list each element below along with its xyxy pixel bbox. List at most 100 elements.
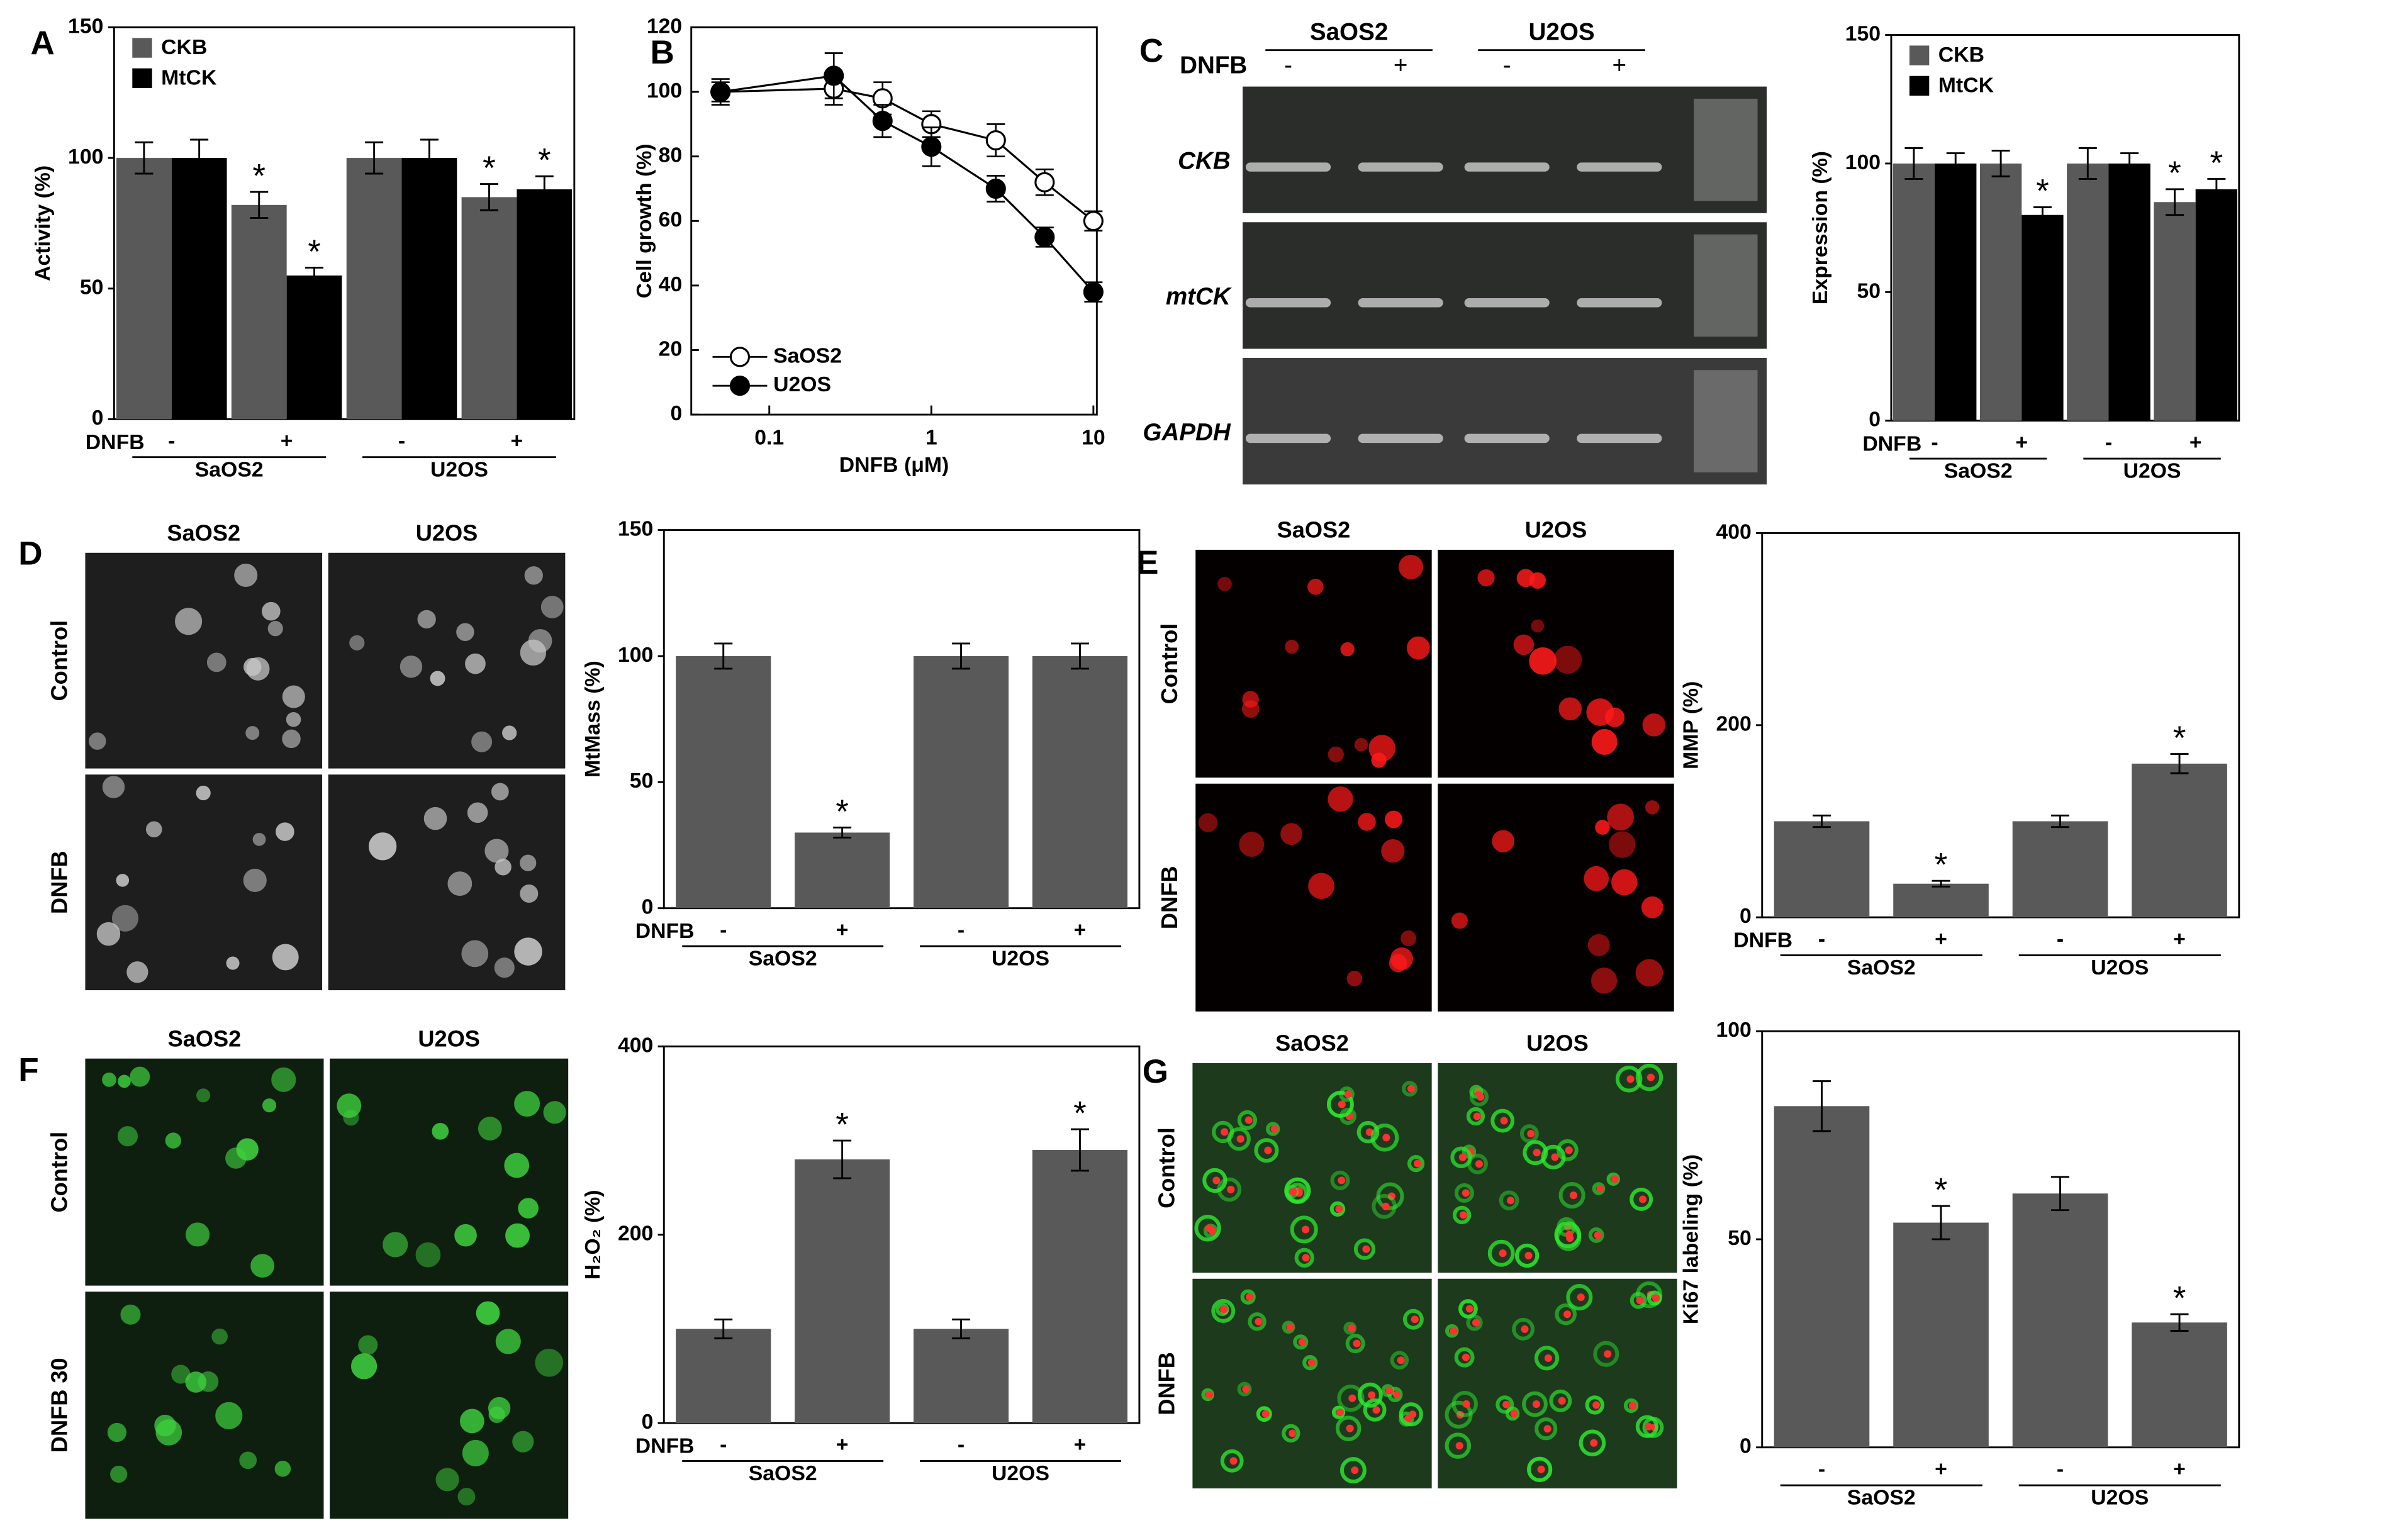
nucleus bbox=[1407, 1085, 1415, 1093]
x-tick-label: + bbox=[281, 428, 293, 452]
group-label: U2OS bbox=[2091, 1486, 2149, 1510]
cell bbox=[1357, 1382, 1383, 1408]
y-axis-label: Ki67 labeling (%) bbox=[1679, 1154, 1703, 1324]
cell bbox=[1469, 1087, 1489, 1107]
cell bbox=[1593, 1341, 1619, 1367]
bar bbox=[1032, 656, 1128, 908]
row-label: DNFB bbox=[1156, 866, 1182, 930]
nucleus bbox=[1362, 1245, 1370, 1253]
significance: * bbox=[1935, 846, 1948, 883]
nucleus bbox=[1569, 1191, 1578, 1200]
cell bbox=[1217, 1177, 1242, 1202]
significance: * bbox=[308, 233, 321, 271]
x-tick-label: - bbox=[2105, 430, 2112, 454]
nucleus bbox=[1544, 1354, 1552, 1362]
error-bar bbox=[2170, 753, 2189, 774]
y-tick-label: 200 bbox=[618, 1222, 653, 1246]
nucleus bbox=[1558, 1397, 1566, 1405]
bar bbox=[171, 158, 227, 420]
nucleus bbox=[1338, 1100, 1346, 1108]
group-label: U2OS bbox=[992, 1461, 1049, 1485]
nucleus bbox=[1289, 1429, 1297, 1437]
significance: * bbox=[836, 1106, 849, 1143]
ladder bbox=[1694, 370, 1758, 472]
nucleus bbox=[1387, 1192, 1395, 1200]
cell bbox=[1458, 1299, 1478, 1319]
ladder bbox=[1694, 98, 1758, 201]
cell bbox=[1407, 1155, 1425, 1173]
error-bar bbox=[952, 1319, 971, 1339]
nucleus bbox=[1592, 1401, 1601, 1409]
cell bbox=[417, 610, 436, 629]
group-label: SaOS2 bbox=[1847, 1486, 1916, 1510]
cell bbox=[226, 956, 240, 970]
cell bbox=[520, 854, 537, 871]
cell bbox=[1591, 728, 1618, 755]
nucleus bbox=[1344, 1090, 1352, 1098]
group-label: SaOS2 bbox=[1944, 459, 2013, 483]
cell bbox=[1466, 1314, 1483, 1331]
cell bbox=[1512, 1317, 1535, 1341]
cell bbox=[1609, 831, 1636, 858]
cell bbox=[1514, 1243, 1540, 1268]
significance: * bbox=[2173, 1280, 2186, 1317]
bar bbox=[913, 656, 1009, 908]
nucleus bbox=[1506, 1197, 1515, 1205]
significance: * bbox=[2210, 145, 2223, 182]
row-label: DNFB 30 bbox=[46, 1358, 72, 1453]
legend-label: MtCK bbox=[161, 65, 217, 89]
y-tick-label: 400 bbox=[618, 1033, 653, 1057]
cell bbox=[225, 1147, 247, 1169]
micrograph bbox=[1192, 1063, 1432, 1273]
y-tick-label: 100 bbox=[1716, 1018, 1751, 1042]
y-axis-label: MtMass (%) bbox=[581, 661, 605, 778]
nucleus bbox=[1392, 1390, 1401, 1398]
cell bbox=[1329, 1201, 1346, 1217]
cell bbox=[514, 937, 542, 966]
error-bar bbox=[714, 642, 733, 670]
cell bbox=[1242, 691, 1259, 708]
nucleus bbox=[1302, 1254, 1310, 1262]
significance: * bbox=[2036, 173, 2049, 210]
cell bbox=[478, 1117, 502, 1141]
x-tick-label: - bbox=[2057, 927, 2064, 951]
cell bbox=[1555, 1303, 1577, 1325]
legend-label: CKB bbox=[1938, 43, 1984, 67]
cell bbox=[543, 1101, 566, 1124]
error-bar bbox=[833, 1139, 852, 1180]
nucleus bbox=[1551, 1153, 1559, 1161]
cell bbox=[454, 1224, 477, 1247]
cell bbox=[1595, 820, 1610, 835]
nucleus bbox=[1413, 1159, 1422, 1168]
plot-frame bbox=[113, 26, 576, 420]
nucleus bbox=[1298, 1338, 1306, 1346]
legend-swatch bbox=[1909, 75, 1930, 96]
cell bbox=[126, 961, 148, 983]
cell bbox=[171, 1364, 191, 1384]
marker bbox=[1083, 211, 1104, 232]
nucleus bbox=[1220, 1305, 1228, 1314]
x-tick-label: - bbox=[720, 918, 727, 942]
x-tick-label: 1 bbox=[925, 426, 937, 450]
bar bbox=[1979, 163, 2022, 421]
bar bbox=[286, 275, 342, 420]
bar bbox=[231, 204, 287, 420]
plot-frame bbox=[663, 529, 1141, 910]
nucleus bbox=[1645, 1422, 1653, 1431]
y-tick-label: 50 bbox=[80, 276, 104, 299]
cell bbox=[215, 1402, 243, 1429]
nucleus bbox=[1270, 1125, 1278, 1133]
error-bar bbox=[1946, 152, 1965, 175]
y-tick-label: 80 bbox=[659, 143, 683, 167]
y-axis-label: Cell growth (%) bbox=[632, 143, 656, 298]
cell bbox=[1513, 634, 1535, 656]
cell bbox=[423, 806, 447, 830]
x-tick-label: + bbox=[1935, 1457, 1947, 1481]
cell bbox=[89, 732, 106, 750]
y-tick-label: 0 bbox=[642, 895, 654, 919]
nucleus bbox=[1246, 1293, 1254, 1301]
group-label: U2OS bbox=[992, 947, 1049, 971]
cell bbox=[1227, 1127, 1251, 1151]
cell bbox=[1339, 1086, 1355, 1102]
cell bbox=[286, 711, 301, 727]
